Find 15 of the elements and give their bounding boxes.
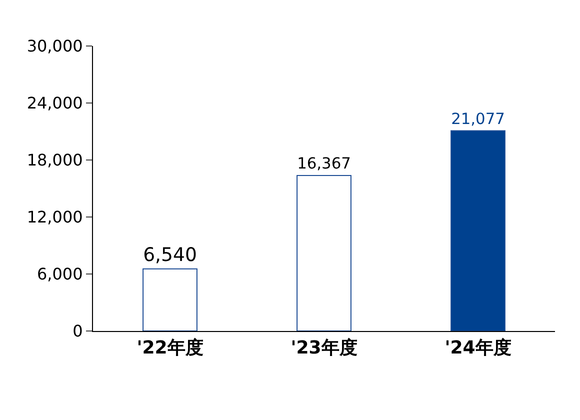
data-label: 16,367 [297, 154, 351, 173]
data-label: 21,077 [451, 110, 505, 128]
bar [450, 130, 506, 331]
bar [142, 268, 198, 331]
y-tick-label: 6,000 [36, 264, 83, 284]
x-tick-label: '22年度 [136, 338, 204, 359]
x-tick-label: '23年度 [290, 338, 358, 359]
y-tick-label: 24,000 [26, 94, 83, 113]
y-tick-label: 18,000 [26, 150, 83, 170]
y-tick-label: 12,000 [26, 208, 83, 227]
data-label: 6,540 [143, 245, 197, 266]
x-tick-label: '24年度 [444, 338, 512, 359]
y-tick-label: 0 [72, 322, 83, 341]
bar [296, 175, 352, 331]
y-tick-label: 30,000 [26, 36, 83, 56]
